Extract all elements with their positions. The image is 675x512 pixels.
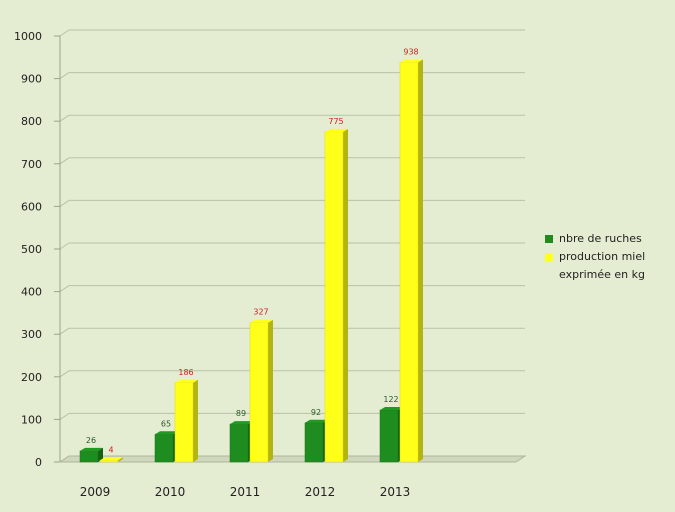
gridline-depth bbox=[59, 72, 70, 80]
gridline-depth bbox=[59, 285, 70, 293]
legend-item-ruches: nbre de ruches bbox=[543, 230, 673, 248]
y-tick-label: 500 bbox=[21, 243, 42, 256]
data-label: 65 bbox=[161, 419, 171, 428]
y-tick-label: 700 bbox=[21, 158, 42, 171]
data-label: 938 bbox=[403, 47, 418, 56]
data-label: 186 bbox=[178, 368, 193, 377]
y-tick-label: 600 bbox=[21, 200, 42, 213]
bar bbox=[304, 422, 324, 463]
bar-top bbox=[175, 379, 198, 383]
y-tick-label: 900 bbox=[21, 73, 42, 86]
bar-side bbox=[343, 128, 348, 462]
gridline-depth bbox=[59, 370, 70, 378]
y-tick-label: 0 bbox=[35, 456, 42, 469]
bar-side bbox=[98, 447, 103, 462]
bar bbox=[99, 460, 119, 463]
x-tick-label: 2011 bbox=[230, 485, 261, 499]
bar-side bbox=[418, 59, 423, 463]
bar-top bbox=[80, 447, 103, 451]
bar-side bbox=[193, 379, 198, 462]
data-label: 775 bbox=[328, 117, 343, 126]
legend-swatch-miel bbox=[545, 253, 553, 261]
bar-top bbox=[100, 457, 123, 461]
legend: nbre de ruches production miel exprimée … bbox=[543, 230, 673, 284]
gridline-depth bbox=[59, 412, 70, 420]
bar-top bbox=[305, 419, 328, 423]
data-label: 26 bbox=[86, 436, 96, 445]
bar bbox=[154, 434, 174, 463]
x-tick-label: 2013 bbox=[380, 485, 411, 499]
value-labels: 26 4 65 186 89 327 92 775 122 938 bbox=[86, 47, 419, 454]
bar bbox=[324, 131, 344, 463]
y-tick-label: 1000 bbox=[14, 30, 42, 43]
bars bbox=[79, 59, 423, 463]
legend-item-miel: production miel exprimée en kg bbox=[543, 248, 673, 284]
bar bbox=[79, 450, 99, 463]
gridline-depth bbox=[59, 242, 70, 250]
y-tick-label: 400 bbox=[21, 286, 42, 299]
legend-swatch-ruches bbox=[545, 235, 553, 243]
y-tick-label: 800 bbox=[21, 115, 42, 128]
bar-side bbox=[268, 319, 273, 462]
data-label: 92 bbox=[311, 408, 321, 417]
gridline-depth bbox=[59, 199, 70, 207]
x-tick-label: 2012 bbox=[305, 485, 336, 499]
x-tick-label: 2009 bbox=[80, 485, 111, 499]
bar bbox=[399, 62, 419, 463]
bar-top bbox=[155, 431, 178, 435]
bar-top bbox=[400, 59, 423, 63]
bar bbox=[174, 382, 194, 463]
bar-top bbox=[230, 421, 253, 425]
bar-side bbox=[118, 457, 123, 462]
data-label: 327 bbox=[253, 308, 268, 317]
bar bbox=[249, 322, 269, 463]
data-label: 122 bbox=[383, 395, 398, 404]
x-tick-label: 2010 bbox=[155, 485, 186, 499]
gridlines bbox=[59, 29, 525, 463]
bar bbox=[379, 409, 399, 463]
data-label: 4 bbox=[108, 445, 113, 454]
legend-label-miel: production miel exprimée en kg bbox=[559, 250, 646, 281]
bar-top bbox=[380, 407, 403, 411]
y-tick-label: 100 bbox=[21, 413, 42, 426]
gridline-depth bbox=[59, 29, 70, 37]
bar bbox=[229, 423, 249, 463]
chart-floor bbox=[58, 455, 527, 463]
gridline-depth bbox=[59, 114, 70, 122]
gridline-depth bbox=[59, 157, 70, 165]
y-tick-labels: 0 100 200 300 400 500 600 700 800 900 1000 bbox=[14, 30, 42, 469]
y-tick-label: 200 bbox=[21, 371, 42, 384]
legend-label-ruches: nbre de ruches bbox=[559, 232, 642, 245]
gridline-depth bbox=[59, 327, 70, 335]
y-tick-label: 300 bbox=[21, 328, 42, 341]
data-label: 89 bbox=[236, 409, 246, 418]
bar-top bbox=[325, 128, 348, 132]
axes bbox=[54, 35, 527, 463]
bar-top bbox=[250, 319, 273, 323]
x-tick-labels: 2009 2010 2011 2012 2013 bbox=[80, 485, 411, 499]
